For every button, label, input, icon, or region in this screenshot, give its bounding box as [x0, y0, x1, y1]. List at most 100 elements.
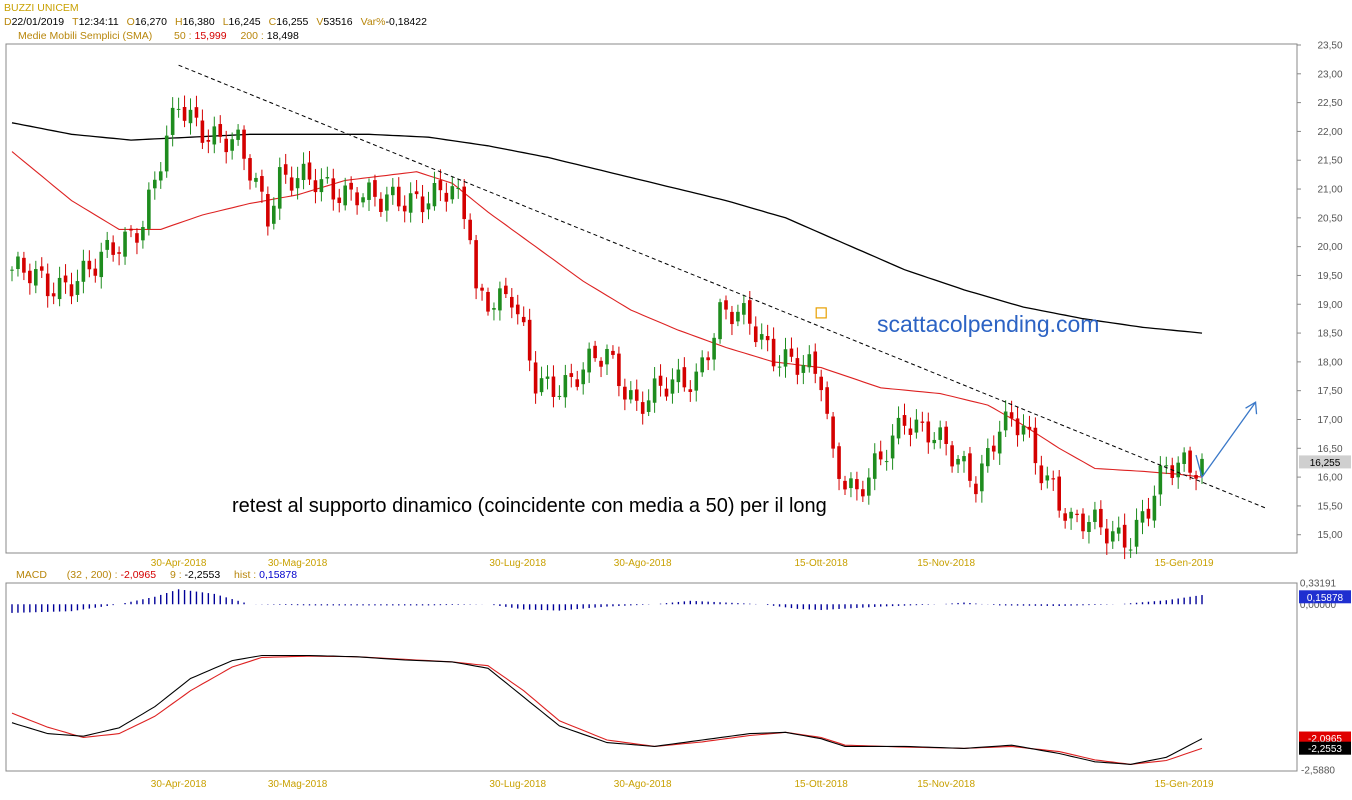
- candle-body: [646, 400, 651, 412]
- marker-square: [815, 307, 827, 319]
- price-y-axis: 15,00 15,50 16,00 16,50 17,00 17,50 18,00 18,50…: [1297, 41, 1343, 541]
- candle-body: [307, 162, 312, 180]
- candle-body: [1093, 509, 1097, 522]
- candle-body: [849, 478, 853, 489]
- candle-body: [123, 231, 127, 257]
- candle-body: [22, 257, 26, 273]
- candle-body: [1128, 549, 1133, 551]
- candle-body: [28, 270, 32, 284]
- candle-body: [349, 182, 353, 190]
- candle-body: [771, 338, 776, 367]
- signal-path: [11, 655, 1203, 765]
- candle-body: [57, 277, 62, 300]
- price-x-axis: 30-Apr-2018 30-Mag-2018 30-Lug-2018 30-Ago-…: [151, 558, 1214, 569]
- candle-body: [1182, 452, 1186, 464]
- macd-panel-frame: [5, 582, 1298, 772]
- candle-body: [426, 203, 431, 210]
- candle-body: [69, 284, 74, 297]
- candle-body: [510, 296, 514, 308]
- candle-body: [420, 196, 425, 213]
- sma200-path: [11, 122, 1203, 334]
- price-y-tick-label: 19,50: [1317, 271, 1342, 282]
- price-y-tick-label: 18,50: [1317, 329, 1342, 340]
- candle-body: [474, 240, 478, 289]
- candle-body: [248, 158, 252, 181]
- candle-body: [200, 120, 205, 143]
- ohlc-value: 16,380: [182, 16, 215, 28]
- candle-body: [331, 178, 336, 200]
- ohlc-key: H: [174, 16, 183, 28]
- candle-body: [658, 375, 663, 386]
- candle-body: [855, 479, 859, 490]
- candle-body: [587, 348, 591, 373]
- candle-body: [402, 205, 407, 212]
- trendline-path: [178, 64, 1268, 510]
- candle-body: [408, 193, 413, 213]
- candle-body: [748, 300, 752, 324]
- macd-path: [11, 654, 1203, 765]
- sma-label: Medie Mobili Semplici (SMA): [18, 30, 153, 42]
- candle-body: [266, 194, 270, 227]
- last-price-box: [1299, 455, 1351, 469]
- candle-body: [593, 345, 597, 359]
- candle-body: [968, 453, 972, 481]
- signal-tag-box: [1299, 741, 1351, 755]
- x-tick-label: 15-Nov-2018: [917, 779, 975, 790]
- candle-body: [75, 281, 80, 295]
- annotation-note: retest al supporto dinamico (coincidente…: [232, 495, 827, 517]
- candle-body: [111, 242, 115, 255]
- candle-body: [730, 311, 734, 325]
- candle-body: [51, 293, 56, 297]
- candle-body: [1134, 519, 1139, 547]
- candle-body: [932, 439, 937, 444]
- candle-body: [712, 337, 716, 360]
- candle-body: [640, 402, 645, 414]
- candle-body: [890, 435, 895, 459]
- candle-body: [944, 426, 948, 444]
- candle-body: [129, 228, 133, 231]
- macd-x-axis: 30-Apr-2018 30-Mag-2018 30-Lug-2018 30-Ago-…: [151, 779, 1214, 790]
- candle-body: [1105, 528, 1109, 544]
- candle-body: [450, 186, 455, 200]
- price-y-tick-label: 20,50: [1317, 213, 1342, 224]
- orange-square-marker: [815, 307, 827, 319]
- candle-body: [926, 421, 931, 443]
- price-y-tick-label: 21,00: [1317, 185, 1342, 196]
- macd-label: MACD: [16, 569, 47, 581]
- sma50-label: 50 :: [174, 30, 192, 42]
- macd-tag-box: [1299, 731, 1351, 745]
- candle-body: [634, 389, 639, 401]
- candle-body: [997, 431, 1002, 454]
- price-y-tick-label: 19,00: [1317, 300, 1342, 311]
- last-price-label: 16,255: [1310, 458, 1341, 469]
- price-y-tick-label: 22,50: [1317, 98, 1342, 109]
- candle-body: [1039, 465, 1044, 484]
- price-y-tick-label: 20,00: [1317, 242, 1342, 253]
- candle-body: [1146, 508, 1151, 519]
- candle-body: [117, 252, 121, 254]
- candle-body: [1158, 465, 1163, 495]
- candle-body: [218, 124, 223, 137]
- sma200-label: 200 :: [240, 30, 264, 42]
- candle-body: [39, 266, 44, 271]
- candle-body: [1087, 521, 1091, 532]
- hist-tag-label: 0,15878: [1307, 593, 1344, 604]
- candle-body: [914, 419, 919, 433]
- candle-body: [105, 239, 109, 250]
- ohlc-key: C: [268, 16, 277, 28]
- candle-body: [795, 358, 800, 375]
- candle-body: [777, 366, 782, 368]
- candle-body: [1081, 513, 1085, 532]
- candlesticks: [10, 95, 1204, 560]
- candle-body: [396, 186, 401, 207]
- candle-body: [884, 461, 889, 463]
- candle-body: [486, 291, 490, 312]
- candle-body: [373, 180, 377, 197]
- candle-body: [182, 107, 187, 121]
- candle-body: [206, 139, 211, 142]
- candle-body: [212, 126, 217, 145]
- hist-label: hist :: [234, 569, 257, 581]
- candle-body: [313, 180, 318, 193]
- candle-body: [480, 287, 484, 291]
